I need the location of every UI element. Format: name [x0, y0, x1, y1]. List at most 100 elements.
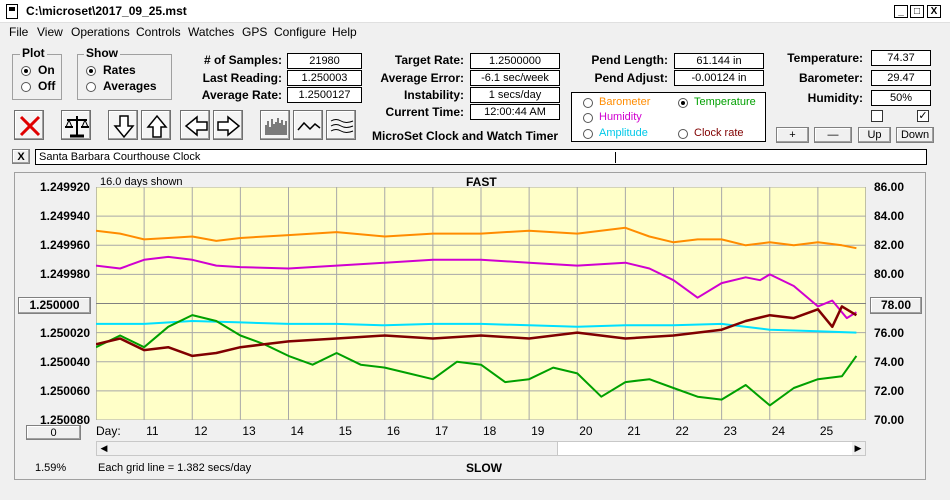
legend-clock-rate[interactable]: Clock rate — [694, 127, 744, 139]
instability-label: Instability: — [403, 88, 464, 102]
left-checkbox[interactable] — [871, 110, 883, 122]
scroll-down-button[interactable] — [108, 110, 138, 140]
legend-clock-rate-radio[interactable] — [678, 129, 688, 139]
red-x-icon — [19, 115, 41, 137]
menu-watches[interactable]: Watches — [188, 25, 235, 39]
target-rate-field[interactable]: 1.2500000 — [470, 53, 560, 69]
y-left-tick: 1.249940 — [39, 209, 90, 224]
legend-temperature[interactable]: Temperature — [694, 96, 756, 108]
legend-temperature-radio[interactable] — [678, 98, 688, 108]
plot-on-label: On — [38, 63, 55, 77]
offset-button[interactable]: 0 — [26, 425, 81, 440]
menu-configure[interactable]: Configure — [274, 25, 327, 39]
legend-amplitude-radio[interactable] — [583, 129, 593, 139]
legend-humidity[interactable]: Humidity — [599, 111, 642, 123]
horizontal-scrollbar[interactable]: ◀ ▶ — [96, 441, 866, 456]
current-time-field: 12:00:44 AM — [470, 104, 560, 120]
menu-view[interactable]: View — [37, 25, 63, 39]
wave-lines-icon — [330, 119, 354, 133]
last-reading-field: 1.250003 — [287, 70, 362, 86]
center-rate-button[interactable]: 1.250000 — [18, 297, 91, 314]
barometer-label: Barometer: — [798, 71, 863, 85]
menu-controls[interactable]: Controls — [136, 25, 181, 39]
x-tick: 20 — [579, 424, 593, 438]
minimize-button[interactable]: _ — [894, 5, 908, 18]
minus-button[interactable]: — — [814, 127, 852, 143]
pend-length-field[interactable]: 61.144 in — [674, 53, 764, 69]
temperature-field: 74.37 — [871, 50, 931, 66]
center-temp-button[interactable]: 78.00 — [870, 297, 922, 314]
arrow-right-icon — [217, 115, 241, 137]
x-tick: 22 — [675, 424, 689, 438]
right-checkbox[interactable]: ✓ — [917, 110, 929, 122]
app-icon[interactable] — [6, 4, 18, 19]
y-left-tick: 1.250020 — [39, 325, 90, 340]
x-tick: 16 — [386, 424, 401, 438]
y-right-tick: 70.00 — [874, 413, 905, 427]
y-right-tick: 80.00 — [874, 267, 905, 282]
menu-gps[interactable]: GPS — [242, 25, 268, 39]
arrow-down-icon — [113, 115, 135, 139]
plus-button[interactable]: + — [776, 127, 809, 143]
average-rate-label: Average Rate: — [201, 88, 282, 102]
legend-amplitude[interactable]: Amplitude — [599, 127, 648, 139]
legend-barometer[interactable]: Barometer — [599, 96, 651, 108]
day-label: Day: — [96, 424, 121, 438]
y-left-tick: 1.249980 — [39, 267, 90, 282]
scroll-up-button[interactable] — [141, 110, 171, 140]
clear-clock-button[interactable]: X — [12, 149, 30, 164]
plot-on-radio[interactable] — [21, 66, 31, 76]
y-left-tick: 1.250080 — [39, 413, 90, 427]
x-tick: 13 — [242, 424, 256, 438]
up-button[interactable]: Up — [858, 127, 891, 143]
y-left-tick: 1.250040 — [39, 354, 90, 369]
plot-panel — [14, 172, 926, 480]
maximize-button[interactable]: □ — [910, 5, 924, 18]
menu-help[interactable]: Help — [332, 25, 357, 39]
scroll-left-button[interactable] — [180, 110, 210, 140]
y-right-tick: 86.00 — [874, 180, 905, 194]
multi-line-button[interactable] — [326, 110, 356, 140]
bar-graph-icon — [265, 118, 287, 135]
x-tick: 19 — [531, 424, 545, 438]
scroll-right-arrow-icon[interactable]: ▶ — [854, 443, 862, 453]
x-tick: 18 — [483, 424, 497, 438]
down-button[interactable]: Down — [896, 127, 934, 143]
average-error-field: -6.1 sec/week — [470, 70, 560, 86]
series-line-amplitude — [96, 320, 857, 334]
chart-series — [96, 226, 858, 407]
rate-chart[interactable] — [96, 187, 866, 420]
arrow-left-icon — [184, 115, 208, 137]
current-time-label: Current Time: — [385, 105, 464, 119]
window-title: C:\microset\2017_09_25.mst — [26, 4, 187, 18]
x-tick: 15 — [338, 424, 352, 438]
balance-button[interactable] — [61, 110, 91, 140]
y-right-tick: 76.00 — [874, 325, 905, 340]
legend-humidity-radio[interactable] — [583, 113, 593, 123]
menu-file[interactable]: File — [9, 25, 29, 39]
clock-name-field[interactable]: Santa Barbara Courthouse Clock — [35, 149, 927, 165]
scroll-right-button[interactable] — [213, 110, 243, 140]
scrollbar-track[interactable] — [557, 442, 852, 455]
line-graph-icon — [297, 121, 321, 131]
menu-operations[interactable]: Operations — [71, 25, 130, 39]
series-line-barometer — [96, 226, 857, 250]
bar-graph-button[interactable] — [260, 110, 290, 140]
pend-length-label: Pend Length: — [591, 53, 668, 67]
x-tick: 12 — [194, 424, 208, 438]
plot-off-radio[interactable] — [21, 82, 31, 92]
arrow-up-icon — [146, 114, 168, 138]
stop-button[interactable] — [14, 110, 44, 140]
average-rate-field: 1.2500127 — [287, 87, 362, 103]
plot-group — [12, 54, 62, 100]
menu-bar: File View Operations Controls Watches GP… — [0, 23, 950, 41]
show-averages-radio[interactable] — [86, 82, 96, 92]
line-graph-button[interactable] — [293, 110, 323, 140]
app-name: MicroSet Clock and Watch Timer — [372, 129, 559, 143]
scroll-left-arrow-icon[interactable]: ◀ — [100, 443, 108, 453]
plot-off-label: Off — [38, 79, 56, 93]
legend-barometer-radio[interactable] — [583, 98, 593, 108]
show-rates-radio[interactable] — [86, 66, 96, 76]
close-button[interactable]: X — [927, 5, 941, 18]
series-line-temperature — [96, 314, 858, 407]
